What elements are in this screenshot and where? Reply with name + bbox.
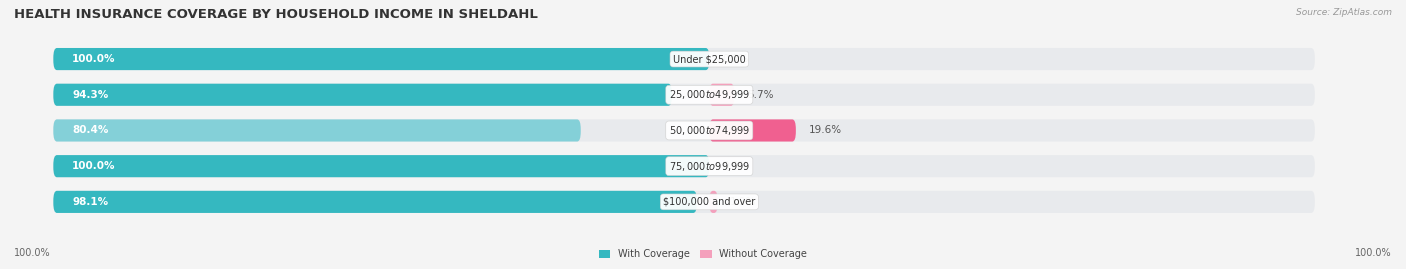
Text: 0.0%: 0.0% [721, 54, 748, 64]
FancyBboxPatch shape [53, 155, 1315, 177]
FancyBboxPatch shape [53, 48, 709, 70]
FancyBboxPatch shape [53, 84, 672, 106]
Text: 100.0%: 100.0% [14, 248, 51, 258]
Text: $75,000 to $99,999: $75,000 to $99,999 [669, 160, 749, 173]
Text: 80.4%: 80.4% [72, 125, 108, 136]
FancyBboxPatch shape [53, 191, 697, 213]
Text: 100.0%: 100.0% [72, 161, 115, 171]
Legend: With Coverage, Without Coverage: With Coverage, Without Coverage [599, 249, 807, 259]
FancyBboxPatch shape [53, 119, 1315, 141]
FancyBboxPatch shape [53, 191, 1315, 213]
FancyBboxPatch shape [709, 119, 796, 141]
FancyBboxPatch shape [709, 84, 734, 106]
Text: 19.6%: 19.6% [808, 125, 842, 136]
FancyBboxPatch shape [709, 191, 717, 213]
Text: 100.0%: 100.0% [72, 54, 115, 64]
Text: 94.3%: 94.3% [72, 90, 108, 100]
FancyBboxPatch shape [53, 48, 1315, 70]
Text: 5.7%: 5.7% [747, 90, 773, 100]
Text: $50,000 to $74,999: $50,000 to $74,999 [669, 124, 749, 137]
Text: 0.0%: 0.0% [721, 161, 748, 171]
Text: Source: ZipAtlas.com: Source: ZipAtlas.com [1296, 8, 1392, 17]
FancyBboxPatch shape [53, 84, 1315, 106]
Text: $100,000 and over: $100,000 and over [664, 197, 755, 207]
Text: HEALTH INSURANCE COVERAGE BY HOUSEHOLD INCOME IN SHELDAHL: HEALTH INSURANCE COVERAGE BY HOUSEHOLD I… [14, 8, 538, 21]
FancyBboxPatch shape [53, 155, 709, 177]
Text: 1.9%: 1.9% [730, 197, 756, 207]
Text: Under $25,000: Under $25,000 [673, 54, 745, 64]
Text: 98.1%: 98.1% [72, 197, 108, 207]
Text: $25,000 to $49,999: $25,000 to $49,999 [669, 88, 749, 101]
FancyBboxPatch shape [53, 119, 581, 141]
Text: 100.0%: 100.0% [1355, 248, 1392, 258]
